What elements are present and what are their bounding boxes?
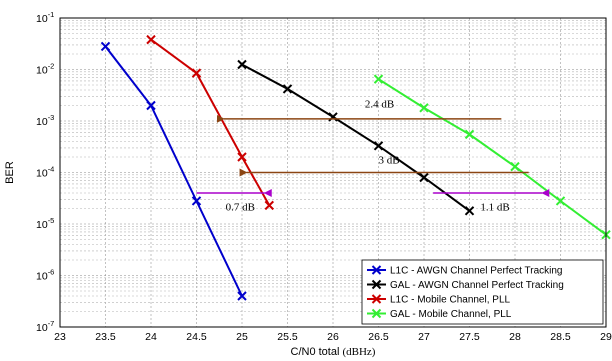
data-point <box>146 34 156 45</box>
annotation-label: 2.4 dB <box>365 98 394 110</box>
x-tick-label: 28.5 <box>550 331 571 343</box>
legend: L1C - AWGN Channel Perfect Tracking GAL -… <box>361 259 604 325</box>
legend-label: GAL - AWGN Channel Perfect Tracking <box>390 280 564 291</box>
data-point <box>191 68 202 78</box>
series-3 <box>146 34 275 211</box>
x-tick-label: 28 <box>509 331 521 343</box>
annotation-label: 3 dB <box>379 154 400 166</box>
data-point <box>264 200 275 211</box>
legend-label: L1C - AWGN Channel Perfect Tracking <box>390 266 562 277</box>
series-2 <box>237 59 475 216</box>
data-point <box>373 74 384 84</box>
y-tick-label: 10-6 <box>36 268 54 283</box>
series-line <box>104 45 243 297</box>
x-tick-label: 29 <box>600 331 612 343</box>
data-point <box>555 196 566 206</box>
legend-swatch-marker <box>371 294 382 304</box>
annotations: 2.4 dB 3 dB 0.7 dB 1.1 dB <box>196 98 550 213</box>
data-point <box>373 141 384 151</box>
x-tick-label: 23 <box>54 331 66 343</box>
x-tick-label: 24 <box>145 331 157 343</box>
y-tick-label: 10-3 <box>36 113 54 128</box>
data-point <box>282 84 293 94</box>
legend-item: L1C - Mobile Channel, PLL <box>367 294 511 306</box>
y-tick-label: 10-5 <box>36 216 54 231</box>
y-tick-label: 10-2 <box>36 62 54 77</box>
legend-label: GAL - Mobile Channel, PLL <box>390 309 512 320</box>
data-point <box>464 206 475 216</box>
series-4 <box>373 74 611 240</box>
data-point <box>237 152 247 162</box>
legend-swatch-marker <box>371 308 382 319</box>
y-tick-label: 10-7 <box>36 319 54 334</box>
legend-swatch-marker <box>371 279 382 290</box>
x-tick-label: 26 <box>327 331 339 343</box>
x-tick-label: 27 <box>418 331 430 343</box>
data-point <box>100 41 111 52</box>
legend-item: GAL - Mobile Channel, PLL <box>367 308 512 320</box>
data-point <box>191 196 202 206</box>
data-point <box>510 161 520 172</box>
x-axis-title: C/N0 total (dBHz) <box>291 346 376 358</box>
x-tick-label: 23.5 <box>95 331 116 343</box>
series-line <box>241 63 471 212</box>
data-point <box>419 172 429 183</box>
x-tick-label: 27.5 <box>459 331 480 343</box>
legend-item: L1C - AWGN Channel Perfect Tracking <box>367 265 562 277</box>
data-point <box>419 103 429 113</box>
data-point <box>237 291 247 301</box>
legend-item: GAL - AWGN Channel Perfect Tracking <box>367 279 564 291</box>
data-point <box>464 129 475 140</box>
annotation-label: 0.7 dB <box>226 201 255 213</box>
tick-labels: 23 23.5 24 24.5 25 25.5 26 26.5 27 27.5 28 28.5 29 10… <box>36 10 612 343</box>
y-tick-label: 10-1 <box>36 10 54 25</box>
x-tick-label: 25 <box>236 331 248 343</box>
y-axis-title: BER <box>4 161 16 184</box>
series-line <box>377 78 607 236</box>
x-tick-label: 26.5 <box>368 331 389 343</box>
grid <box>59 18 607 327</box>
annotation-label: 1.1 dB <box>480 201 509 213</box>
legend-box <box>361 259 604 325</box>
data-point <box>146 100 156 111</box>
x-tick-label: 24.5 <box>186 331 207 343</box>
series-1 <box>100 41 247 301</box>
plot-frame <box>59 17 607 328</box>
legend-label: L1C - Mobile Channel, PLL <box>390 295 511 306</box>
data-point <box>237 59 247 70</box>
legend-swatch-marker <box>371 265 382 275</box>
x-tick-label: 25.5 <box>277 331 298 343</box>
y-tick-label: 10-4 <box>36 165 54 180</box>
